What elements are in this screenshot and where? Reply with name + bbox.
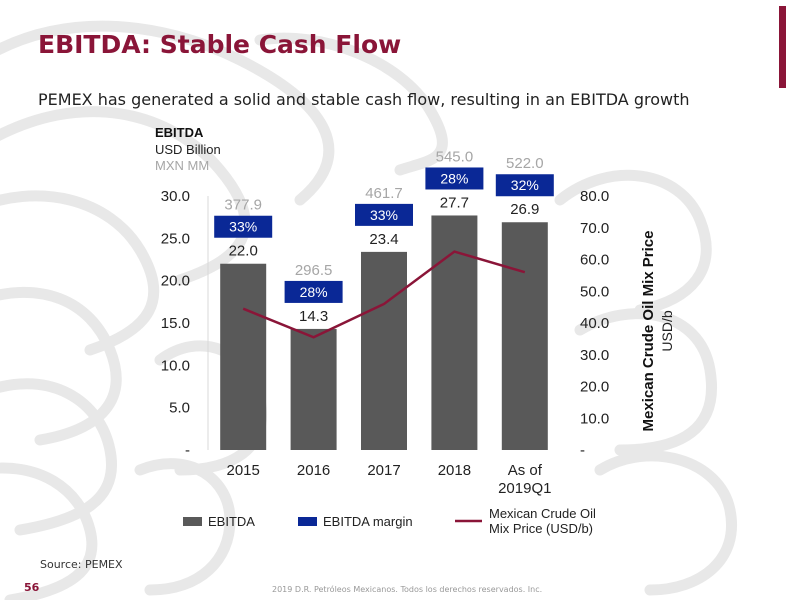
right-tick-label: - xyxy=(580,442,585,459)
legend-price-label: Mix Price (USD/b) xyxy=(489,521,593,536)
ebitda-value-label: 27.7 xyxy=(440,194,469,211)
right-tick-label: 40.0 xyxy=(580,315,609,332)
ebitda-value-label: 23.4 xyxy=(369,231,398,248)
ebitda-margin-label: 32% xyxy=(511,177,539,193)
right-tick-label: 70.0 xyxy=(580,220,609,237)
left-axis-title: EBITDA xyxy=(155,125,204,140)
right-axis-unit: USD/b xyxy=(659,310,675,351)
left-tick-label: - xyxy=(185,442,190,459)
decorative-swirl xyxy=(134,458,236,596)
right-tick-label: 30.0 xyxy=(580,347,609,364)
decorative-swirl xyxy=(0,286,122,446)
right-tick-label: 60.0 xyxy=(580,252,609,269)
source-note: Source: PEMEX xyxy=(40,558,123,571)
category-label: 2018 xyxy=(438,462,471,479)
ebitda-value-label: 26.9 xyxy=(510,201,539,218)
legend-ebitda-label: EBITDA xyxy=(208,514,255,529)
legend-ebitda-swatch xyxy=(183,517,202,526)
ebitda-margin-label: 33% xyxy=(229,219,257,235)
right-axis-title: Mexican Crude Oil Mix Price xyxy=(640,231,657,432)
decorative-swirl xyxy=(0,190,160,356)
decorative-swirl xyxy=(0,378,117,536)
left-tick-label: 15.0 xyxy=(161,315,190,332)
left-tick-label: 20.0 xyxy=(161,273,190,290)
decorative-swirl xyxy=(254,32,448,176)
ebitda-margin-box xyxy=(214,215,273,238)
left-axis-unit-mxn: MXN MM xyxy=(155,158,209,173)
legend-price-label: Mexican Crude Oil xyxy=(489,506,596,521)
ebitda-value-label: 14.3 xyxy=(299,308,328,325)
ebitda-margin-label: 28% xyxy=(300,284,328,300)
mxn-value-label: 545.0 xyxy=(436,148,474,165)
decorative-swirl xyxy=(0,20,335,206)
ebitda-bar xyxy=(290,328,337,450)
left-tick-label: 10.0 xyxy=(161,357,190,374)
ebitda-bar xyxy=(501,222,548,450)
left-tick-label: 5.0 xyxy=(169,400,190,417)
category-label: 2016 xyxy=(297,462,330,479)
page-number: 56 xyxy=(24,581,40,594)
category-label: 2019Q1 xyxy=(498,480,551,497)
mxn-value-label: 461.7 xyxy=(365,185,403,202)
ebitda-margin-label: 33% xyxy=(370,207,398,223)
mxn-value-label: 296.5 xyxy=(295,262,333,279)
left-axis-unit: USD Billion xyxy=(155,142,221,157)
slide-subtitle: PEMEX has generated a solid and stable c… xyxy=(38,90,690,109)
oil-price-line xyxy=(242,250,526,339)
category-label: 2015 xyxy=(227,462,260,479)
legend-margin-swatch xyxy=(298,517,317,526)
decorative-swirl xyxy=(574,308,717,456)
right-tick-label: 10.0 xyxy=(580,410,609,427)
footer-copyright: 2019 D.R. Petróleos Mexicanos. Todos los… xyxy=(272,585,543,594)
left-tick-label: 30.0 xyxy=(161,188,190,205)
category-label: 2017 xyxy=(367,462,400,479)
right-tick-label: 20.0 xyxy=(580,379,609,396)
accent-bar xyxy=(779,6,786,88)
ebitda-value-label: 22.0 xyxy=(229,243,258,260)
ebitda-margin-box xyxy=(284,280,343,303)
decorative-pattern xyxy=(0,20,737,600)
decorative-swirl xyxy=(554,169,712,316)
decorative-swirl xyxy=(0,106,251,286)
ebitda-margin-box xyxy=(355,203,413,226)
ebitda-bar xyxy=(431,215,478,450)
category-label: As of xyxy=(508,462,543,479)
right-tick-label: 50.0 xyxy=(580,283,609,300)
ebitda-margin-label: 28% xyxy=(440,170,468,186)
decorative-swirl xyxy=(594,450,737,596)
ebitda-margin-box xyxy=(495,174,554,197)
mxn-value-label: 522.0 xyxy=(506,155,544,172)
left-tick-label: 25.0 xyxy=(161,230,190,247)
mxn-value-label: 377.9 xyxy=(224,197,262,214)
legend-margin-label: EBITDA margin xyxy=(323,514,413,529)
decorative-swirl xyxy=(0,462,98,600)
slide-title: EBITDA: Stable Cash Flow xyxy=(38,30,402,59)
ebitda-bar xyxy=(220,263,267,450)
ebitda-margin-box xyxy=(425,167,484,190)
right-tick-label: 80.0 xyxy=(580,188,609,205)
ebitda-bar xyxy=(361,251,407,450)
